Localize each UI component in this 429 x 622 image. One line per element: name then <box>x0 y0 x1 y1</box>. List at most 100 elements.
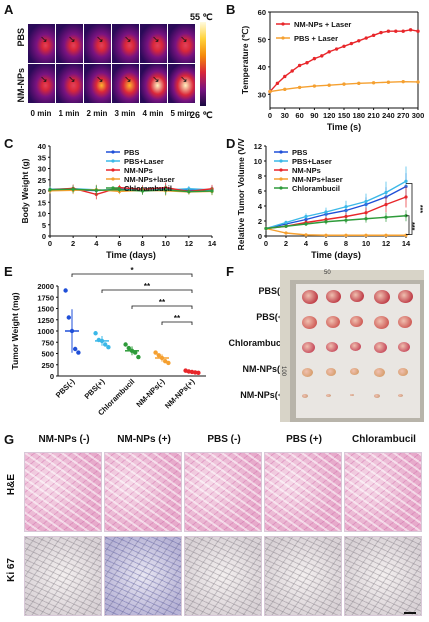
legend-label: PBS + Laser <box>294 34 338 43</box>
x-tick-label: 30 <box>281 111 289 120</box>
data-point <box>371 33 376 38</box>
data-point <box>163 358 168 364</box>
thermal-image: ↘ <box>84 64 111 103</box>
legend-label: NM-NPs + Laser <box>294 20 351 29</box>
colorbar-min-label: 26 ℃ <box>190 110 213 120</box>
x-tick-label: 10 <box>362 239 370 248</box>
data-point <box>401 79 405 84</box>
chart-tumor-volume: 0 2 4 6 8 10 12 14 0 2 4 6 8 10 12 Time (days) Relative … <box>236 138 423 260</box>
arrow-marker-icon: ↘ <box>124 74 132 84</box>
tumor-sample <box>374 368 385 377</box>
legend-marker <box>281 22 285 26</box>
y-tick-label: 750 <box>41 338 54 347</box>
y-tick-label: 15 <box>38 198 46 207</box>
x-tick-label: 300 <box>412 111 425 120</box>
data-point <box>73 346 78 352</box>
data-point <box>386 80 391 84</box>
x-tick-label: 2 <box>71 239 75 248</box>
tumor-sample <box>350 394 354 396</box>
data-point <box>284 220 288 225</box>
ruler-mark-50: 50 <box>324 270 331 276</box>
histology-column-header: PBS (+) <box>286 434 322 445</box>
histology-column-headers: NM-NPs (-) NM-NPs (+) PBS (-) PBS (+) Chlora… <box>24 434 424 450</box>
legend-marker <box>279 168 283 172</box>
tumor-row-label: PBS(-) <box>258 286 287 296</box>
significance-label: * <box>130 266 134 275</box>
data-point <box>364 36 368 40</box>
data-point <box>48 188 52 192</box>
data-point <box>305 61 309 65</box>
data-point <box>349 41 354 46</box>
tumor-sample <box>326 368 336 376</box>
legend-marker <box>279 177 283 181</box>
x-tick-label: 270 <box>397 111 410 120</box>
y-axis-label: Tumor Weight (mg) <box>10 292 20 369</box>
thermal-image: ↘ <box>140 64 167 103</box>
thermal-image: ↘ <box>28 64 55 103</box>
data-point <box>187 190 191 194</box>
data-point <box>408 28 413 32</box>
x-tick-label: 150 <box>338 111 351 120</box>
tumor-sample <box>326 316 340 328</box>
time-labels: 0 min 1 min 2 min 3 min 4 min 5 min <box>26 109 198 121</box>
y-tick-label: 10 <box>254 157 262 166</box>
data-point <box>344 218 348 222</box>
row-label-he: H&E <box>6 474 17 496</box>
tumor-sample <box>398 342 410 352</box>
data-point <box>401 29 405 33</box>
x-tick-label: 2 <box>284 239 288 248</box>
he-stain-image <box>24 452 102 532</box>
data-point <box>140 189 145 193</box>
tumor-sample <box>350 368 359 375</box>
data-point <box>342 82 346 86</box>
time-label: 2 min <box>86 109 108 118</box>
panel-letter-g: G <box>4 432 15 447</box>
x-axis-label: Time (s) <box>327 122 361 132</box>
data-point <box>123 342 128 347</box>
tumor-sample <box>398 368 408 376</box>
significance-label: *** <box>408 222 415 230</box>
ki67-stain-image <box>264 536 342 616</box>
significance-bracket <box>101 289 193 293</box>
y-tick-label: 10 <box>38 210 46 219</box>
data-point <box>312 56 317 61</box>
data-point <box>364 233 368 237</box>
y-tick-label: 2000 <box>37 282 54 291</box>
data-point <box>304 233 308 237</box>
data-point <box>126 345 131 351</box>
tumor-row-label: NM-NPs(-) <box>242 364 287 374</box>
data-point <box>283 74 287 79</box>
y-tick-label: 500 <box>41 350 54 359</box>
data-point <box>404 179 408 183</box>
data-point <box>404 195 408 199</box>
x-tick-label: 210 <box>367 111 380 120</box>
thermal-image: ↘ <box>28 24 55 63</box>
data-point <box>384 190 388 195</box>
x-tick-label: 14 <box>208 239 217 248</box>
data-point <box>164 188 168 192</box>
thermal-image: ↘ <box>140 24 167 63</box>
series-line <box>49 188 213 193</box>
tumor-row-labels: PBS(-) PBS(+) Chlorambucil NM-NPs(-) NM-NPs(… <box>226 286 286 426</box>
data-point <box>327 83 331 87</box>
y-tick-label: 40 <box>258 63 266 72</box>
arrow-marker-icon: ↘ <box>124 34 132 44</box>
tumor-sample <box>350 342 361 351</box>
row-label-pbs: PBS <box>16 28 26 47</box>
y-tick-label: 1000 <box>37 327 54 336</box>
data-point <box>166 360 171 366</box>
y-axis-label: Temperature (℃) <box>240 26 250 95</box>
arrow-marker-icon: ↘ <box>96 74 104 84</box>
data-point <box>159 355 165 361</box>
tumor-sample <box>302 290 318 304</box>
x-tick-label: 4 <box>94 239 99 248</box>
data-point <box>99 338 105 344</box>
y-tick-label: 1500 <box>37 305 54 314</box>
thermal-image-panel: PBS NM-NPs ↘ ↘ ↘ ↘ ↘ ↘ ↘ ↘ ↘ ↘ ↘ ↘ 0 min 1 min 2 min 3… <box>16 12 226 132</box>
significance-label: ** <box>144 282 151 291</box>
significance-bracket-inner <box>406 215 410 235</box>
data-point <box>334 47 339 51</box>
data-point <box>290 69 294 73</box>
tumor-sample <box>302 368 313 377</box>
